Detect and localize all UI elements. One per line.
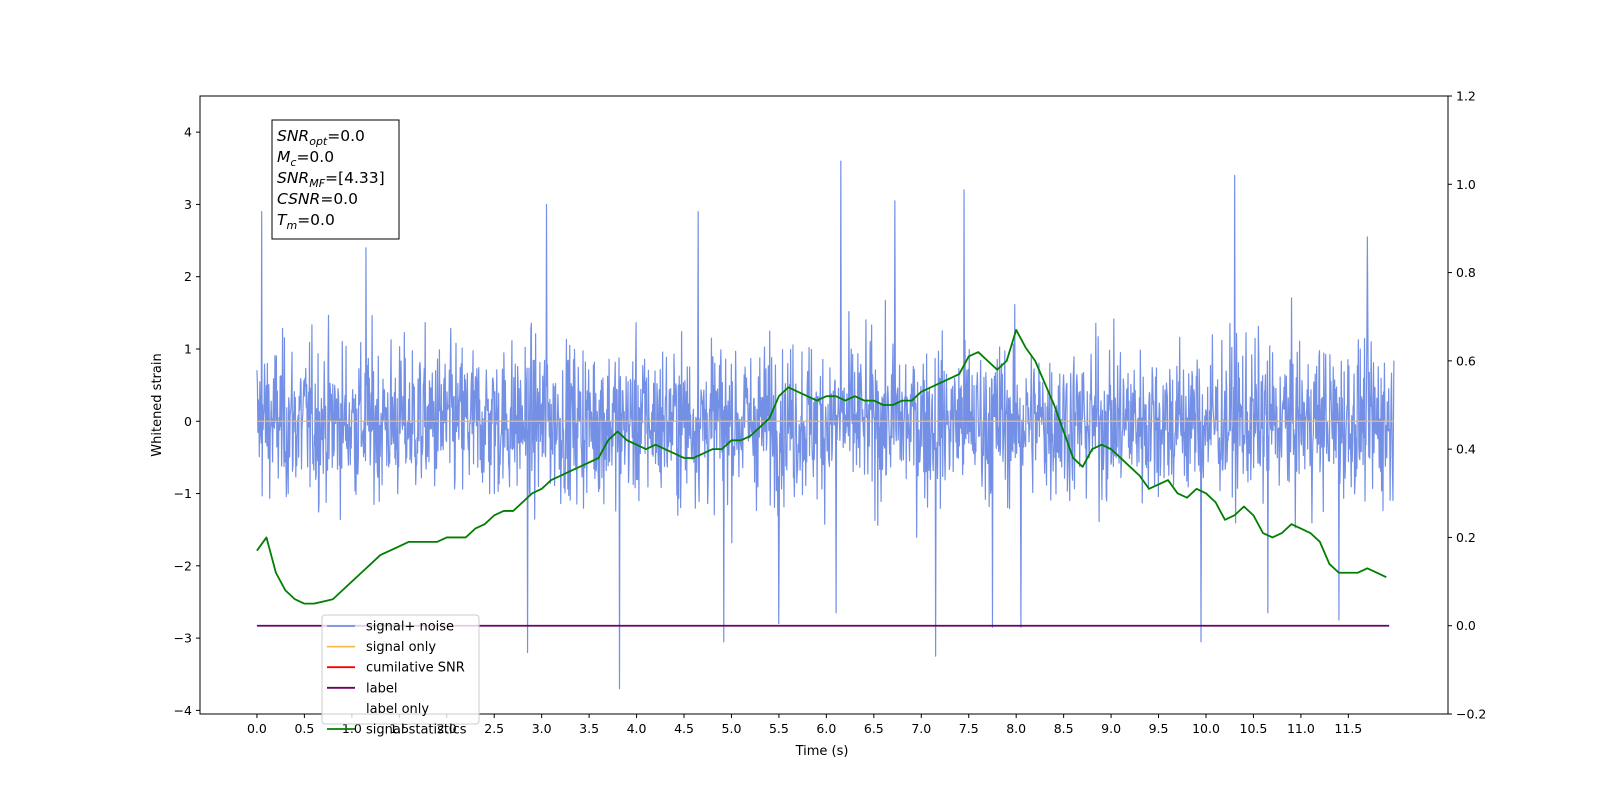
x-tick-label: 7.0 xyxy=(911,721,931,736)
x-tick-label: 2.0 xyxy=(437,721,457,736)
y-tick-label: 3 xyxy=(184,197,192,212)
y-axis-label: Whitened strain xyxy=(150,353,165,456)
info-line-base: M xyxy=(277,148,290,166)
x-tick-label: 11.5 xyxy=(1334,721,1362,736)
y-tick-label: 2 xyxy=(184,269,192,284)
info-line-value: =0.0 xyxy=(297,211,335,229)
x-tick-label: 7.5 xyxy=(959,721,979,736)
x-tick-label: 8.5 xyxy=(1054,721,1074,736)
x-tick-label: 0.5 xyxy=(294,721,314,736)
y2-tick-label: −0.2 xyxy=(1456,707,1486,722)
info-line: SNRopt=0.0 xyxy=(277,127,365,148)
y2-tick-label: 1.2 xyxy=(1456,89,1476,104)
y-tick-label: −2 xyxy=(174,558,192,573)
info-line-base: SNR xyxy=(277,169,309,187)
x-tick-label: 5.0 xyxy=(722,721,742,736)
info-line: SNRMF=[4.33] xyxy=(277,169,385,190)
x-tick-label: 4.5 xyxy=(674,721,694,736)
y-tick-label: 1 xyxy=(184,341,192,356)
legend-label: label only xyxy=(366,702,429,717)
x-axis-label: Time (s) xyxy=(795,744,849,759)
x-tick-label: 6.5 xyxy=(864,721,884,736)
info-box: SNRopt=0.0Mc=0.0SNRMF=[4.33]CSNR=0.0Tm=0… xyxy=(271,119,400,240)
legend-label: signal only xyxy=(366,640,436,655)
x-tick-label: 4.0 xyxy=(627,721,647,736)
y-tick-label: −1 xyxy=(174,486,192,501)
legend-label: signal statistics xyxy=(366,723,467,738)
x-tick-label: 10.5 xyxy=(1240,721,1268,736)
legend-items: signal+ noise signal only cumilative SNR la… xyxy=(327,620,467,738)
info-line-sub: c xyxy=(290,156,296,169)
legend-label: label xyxy=(366,681,397,696)
info-line: Mc=0.0 xyxy=(277,148,334,169)
y2-tick-label: 1.0 xyxy=(1456,177,1476,192)
info-line-base: CSNR xyxy=(277,190,320,208)
info-line-sub: MF xyxy=(309,177,325,190)
legend-label: cumilative SNR xyxy=(366,661,465,676)
y2-tick-label: 0.4 xyxy=(1456,442,1476,457)
x-tick-label: 5.5 xyxy=(769,721,789,736)
ticks-layer: 0.0 0.5 1.0 1.5 2.0 2.5 3.0 3.5 4.0 4.5 5.0 5.5 6.0 6… xyxy=(174,89,1487,737)
y-tick-label: −3 xyxy=(174,631,192,646)
x-tick-label: 1.5 xyxy=(389,721,409,736)
x-tick-label: 9.5 xyxy=(1149,721,1169,736)
info-line-value: =0.0 xyxy=(296,148,334,166)
y2-tick-label: 0.8 xyxy=(1456,265,1476,280)
info-line: Tm=0.0 xyxy=(277,211,335,232)
x-tick-label: 8.0 xyxy=(1006,721,1026,736)
info-line-base: SNR xyxy=(277,127,309,145)
info-line-sub: opt xyxy=(309,135,328,148)
x-tick-label: 0.0 xyxy=(247,721,267,736)
x-tick-label: 11.0 xyxy=(1287,721,1315,736)
info-line-value: =[4.33] xyxy=(325,169,385,187)
legend-frame xyxy=(321,614,480,725)
legend: signal+ noise signal only cumilative SNR la… xyxy=(321,614,480,738)
y-tick-label: 4 xyxy=(184,125,192,140)
x-tick-label: 9.0 xyxy=(1101,721,1121,736)
info-line-value: =0.0 xyxy=(327,127,365,145)
info-line-sub: m xyxy=(286,219,297,232)
info-line-base: T xyxy=(277,211,288,229)
y2-tick-label: 0.6 xyxy=(1456,353,1476,368)
y-tick-label: 0 xyxy=(184,414,192,429)
info-line: CSNR=0.0 xyxy=(277,190,358,208)
x-tick-label: 10.0 xyxy=(1192,721,1220,736)
x-tick-label: 3.0 xyxy=(532,721,552,736)
y2-tick-label: 0.2 xyxy=(1456,530,1476,545)
series-signal-noise-line xyxy=(256,160,1395,690)
info-lines: SNRopt=0.0Mc=0.0SNRMF=[4.33]CSNR=0.0Tm=0… xyxy=(277,127,385,232)
x-tick-label: 3.5 xyxy=(579,721,599,736)
y-tick-label: −4 xyxy=(174,703,192,718)
legend-label: signal+ noise xyxy=(366,620,454,635)
y2-tick-label: 0.0 xyxy=(1456,618,1476,633)
x-tick-label: 2.5 xyxy=(484,721,504,736)
info-box-frame xyxy=(271,119,400,240)
x-tick-label: 6.0 xyxy=(816,721,836,736)
info-line-value: =0.0 xyxy=(320,190,358,208)
plot-frame xyxy=(199,95,1449,715)
series-signal-statistics-line xyxy=(256,329,1387,605)
